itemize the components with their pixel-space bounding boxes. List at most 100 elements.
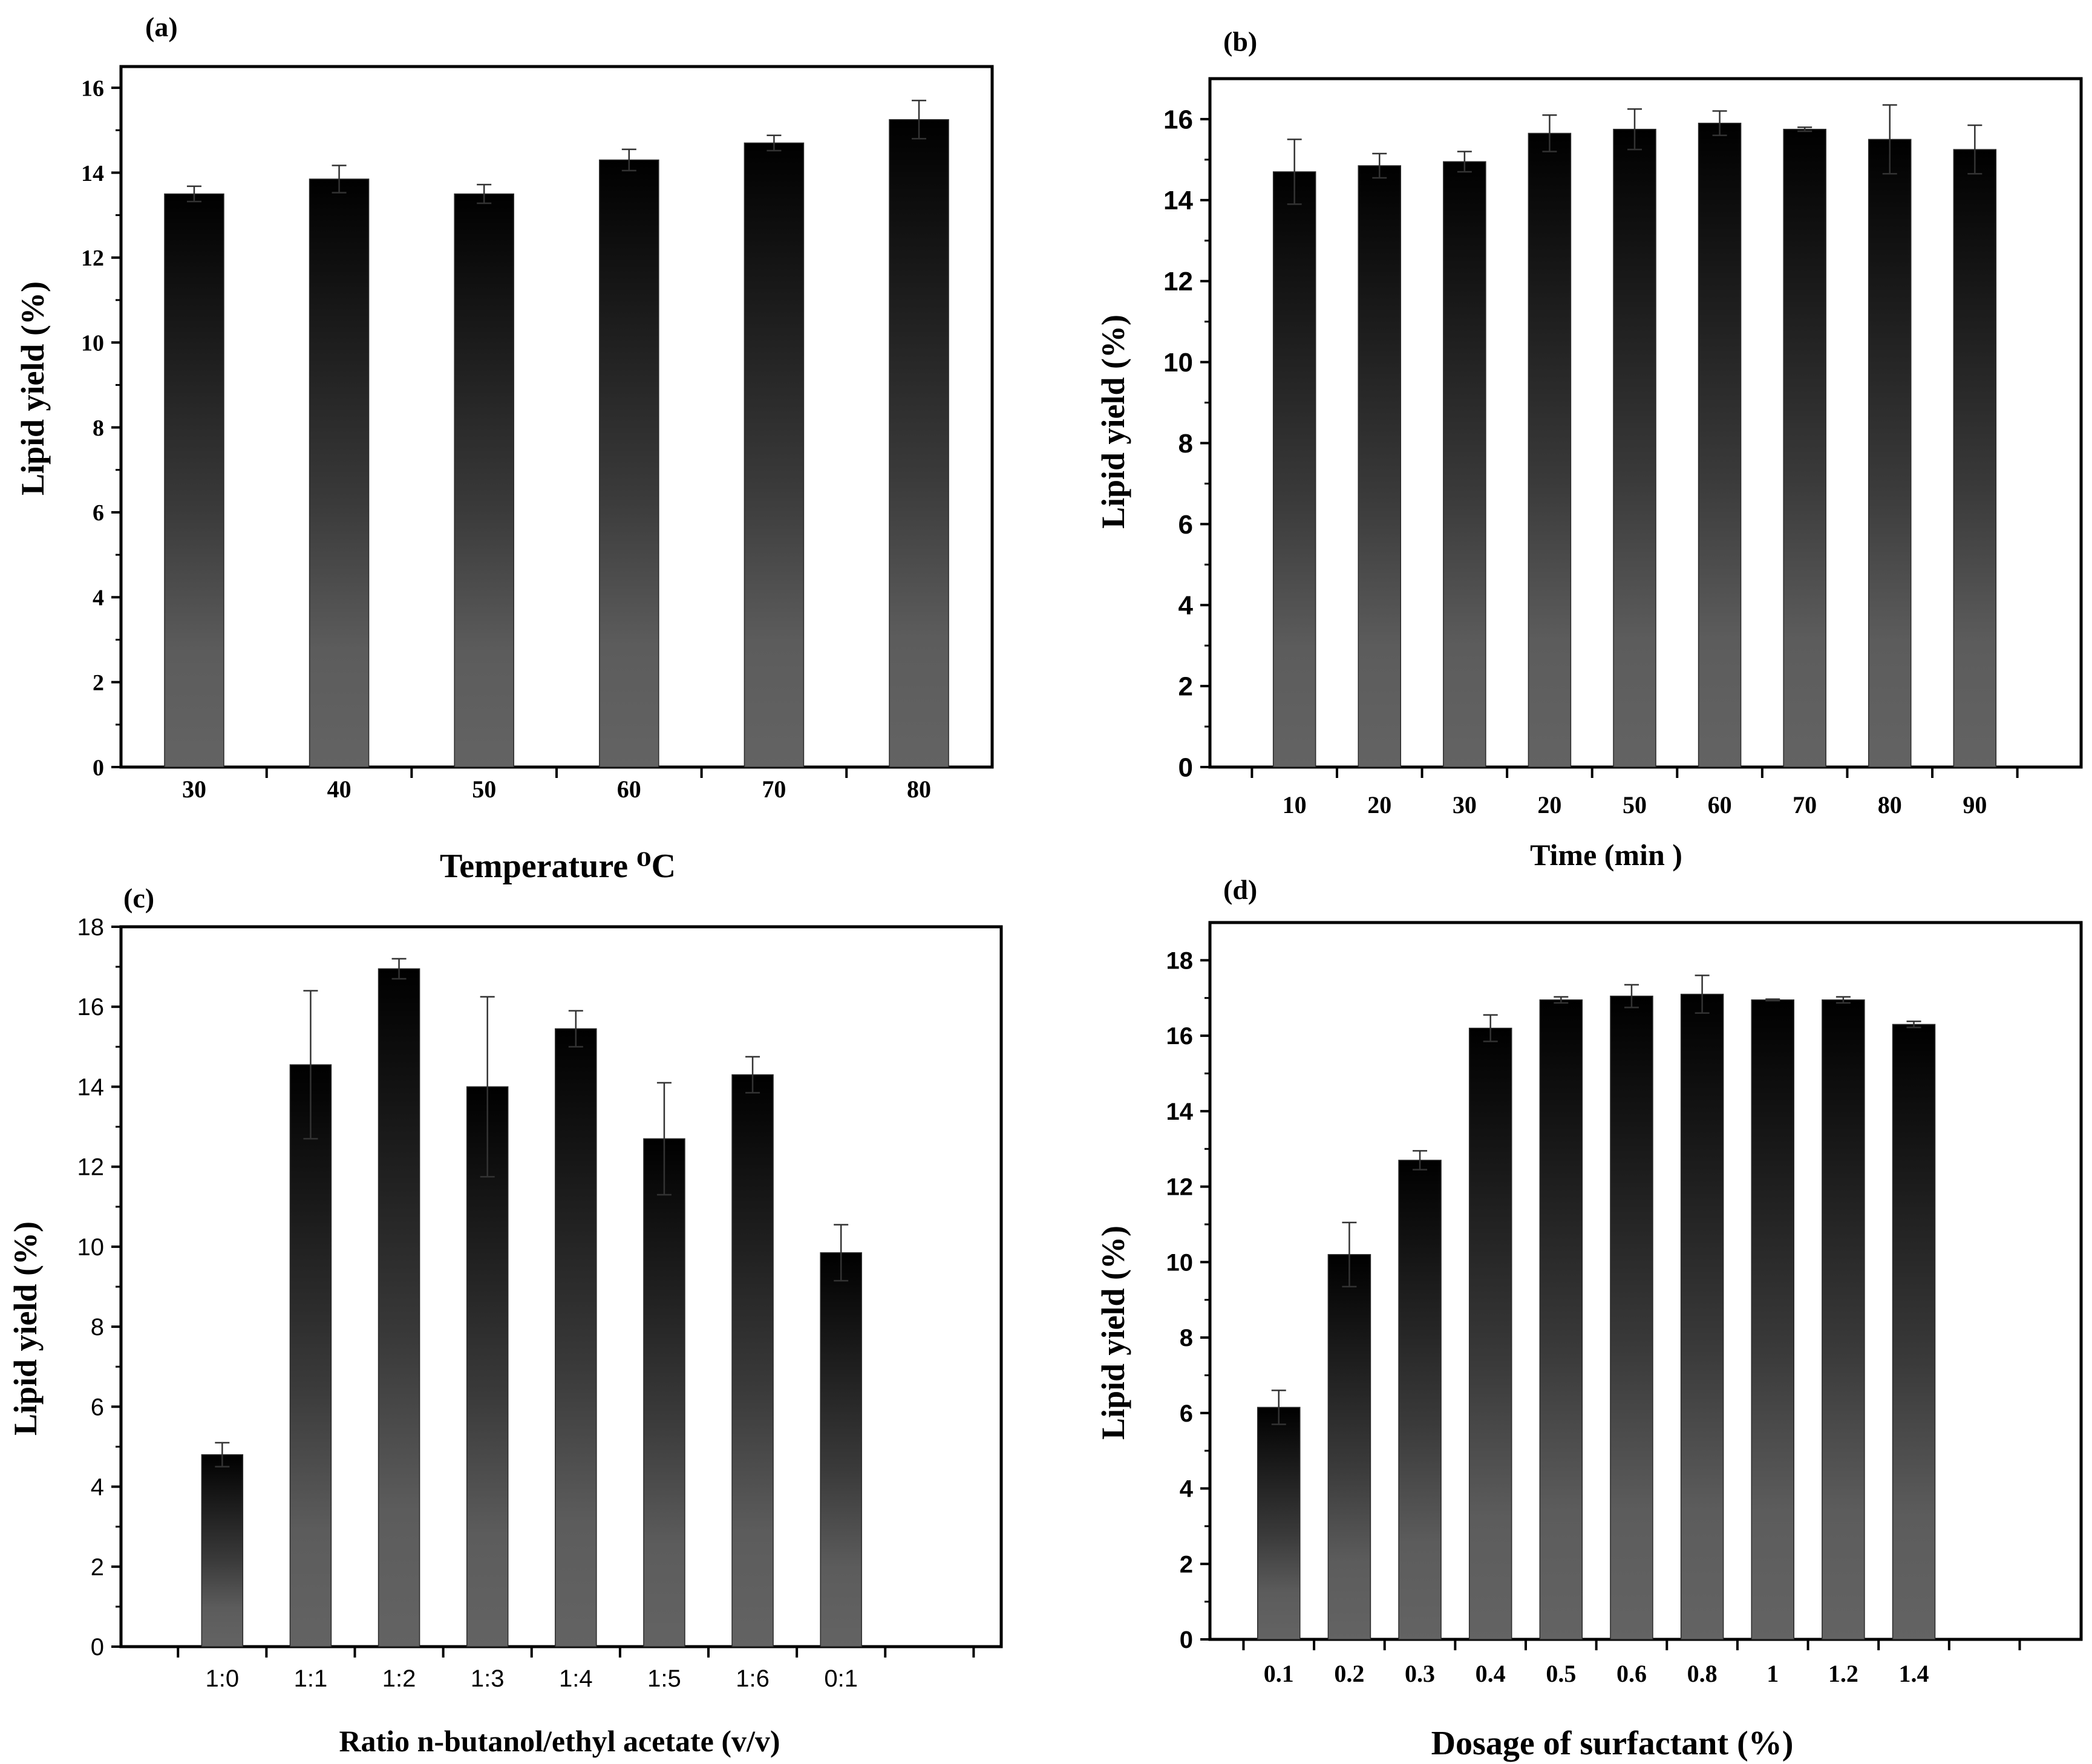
bar [1751,999,1794,1640]
bar [1272,171,1316,768]
y-axis-label: Lipid yield (%) [1095,315,1131,529]
y-tick-label: 6 [1178,510,1193,540]
x-tick-label: 60 [617,776,641,803]
y-tick-label: 16 [1166,1023,1194,1050]
panel-d: (d) Lipid yield (%) Dosage of surfactant… [1095,874,2083,1762]
y-tick-label: 8 [93,416,104,441]
x-tick-label: 1:4 [559,1665,593,1692]
y-tick-label: 4 [93,586,104,611]
x-tick-label: 80 [1878,791,1902,818]
x-axis-label: Dosage of surfactant (%) [1431,1725,1794,1762]
y-axis-label: Lipid yield (%) [15,281,51,495]
y-tick-label: 2 [1180,1551,1193,1578]
x-tick-label: 30 [1453,791,1477,818]
y-tick-label: 18 [1166,947,1194,974]
y-tick-label: 2 [91,1554,104,1581]
bar [1892,1024,1936,1640]
bar [820,1252,862,1647]
x-tick-label: 50 [1623,791,1647,818]
x-tick-label: 0:1 [824,1665,858,1692]
x-tick-label: 1:0 [206,1665,240,1692]
y-tick-label: 8 [91,1314,104,1341]
y-tick-label: 0 [1180,1627,1193,1653]
x-tick-label: 0.4 [1476,1660,1506,1687]
x-tick-label: 1:5 [647,1665,681,1692]
bar [164,193,224,768]
bar [1868,139,1912,768]
bar [1783,128,1826,768]
bar [454,193,514,768]
y-tick-label: 12 [1163,267,1193,296]
x-tick-label: 20 [1367,791,1391,818]
x-tick-label: 1:6 [736,1665,770,1692]
bar [1822,999,1865,1640]
bar [744,142,805,768]
y-tick-label: 12 [81,246,104,271]
bar [1698,122,1742,768]
plot-frame [119,65,994,769]
x-tick-label: 10 [1283,791,1307,818]
x-tick-label: 40 [327,776,351,803]
bar [555,1028,597,1647]
y-tick-label: 10 [1163,348,1193,377]
panel-c: (c) Lipid yield (%) Ratio n-butanol/ethy… [7,883,1003,1758]
bar [599,159,659,768]
y-tick-label: 12 [77,1154,105,1181]
bar [1953,149,1997,768]
y-tick-label: 4 [91,1474,104,1501]
y-tick-label: 4 [1178,591,1194,621]
y-tick-label: 4 [1180,1476,1194,1503]
x-tick-label: 1.4 [1899,1660,1929,1687]
plot-area: 0 2 4 6 8 10 12 14 16 10 20 30 20 50 60 70 80 90 [1163,77,2083,818]
y-tick-label: 14 [77,1074,105,1100]
bar [1398,1160,1442,1640]
y-tick-label: 10 [1166,1249,1194,1276]
bar [1257,1406,1301,1640]
y-tick-label: 14 [1163,186,1193,215]
y-tick-label: 12 [1166,1174,1194,1201]
x-tick-label: 0.3 [1405,1660,1435,1687]
x-tick-label: 0.8 [1687,1660,1718,1687]
bar [1358,165,1402,768]
y-tick-label: 8 [1180,1325,1193,1351]
bar [1468,1027,1512,1640]
bar [1528,132,1572,768]
panel-label: (b) [1223,26,1257,57]
panel-label: (d) [1223,874,1257,905]
x-tick-label: 80 [907,776,931,803]
panel-label: (a) [145,11,178,42]
bar [1680,993,1724,1640]
x-tick-label: 1:1 [294,1665,328,1692]
x-axis-label: Time (min ) [1530,838,1682,872]
bar [309,178,370,768]
y-tick-label: 2 [93,670,104,696]
plot-area: 0 2 4 6 8 10 12 14 16 30 40 50 60 70 80 [81,65,994,803]
bar [731,1074,774,1647]
bar [1613,128,1656,768]
x-tick-label: 0.5 [1546,1660,1576,1687]
x-tick-label: 1:3 [471,1665,505,1692]
y-tick-label: 16 [1163,105,1193,134]
x-tick-label: 1.2 [1828,1660,1858,1687]
x-tick-label: 70 [1793,791,1817,818]
panel-label: (c) [123,883,154,913]
y-tick-label: 16 [81,76,104,101]
bar [378,968,420,1647]
y-axis-label: Lipid yield (%) [1095,1226,1131,1440]
y-tick-label: 6 [1180,1400,1193,1427]
bar [1443,161,1486,768]
x-tick-label: 70 [762,776,786,803]
y-tick-label: 0 [1178,753,1193,782]
x-tick-label: 1 [1767,1660,1779,1687]
y-tick-label: 2 [1178,672,1193,702]
y-tick-label: 8 [1178,429,1193,459]
x-tick-label: 90 [1963,791,1987,818]
plot-area: 0 2 4 6 8 10 12 14 16 18 1:0 1:1 1:2 1:3 1:4 1:5 1:6 0:1 [77,914,1003,1692]
x-axis-label: Temperature ⁰C [440,848,676,885]
x-tick-label: 20 [1537,791,1561,818]
bar [889,119,949,768]
y-tick-label: 16 [77,994,105,1021]
y-tick-label: 6 [93,500,104,526]
y-tick-label: 0 [93,755,104,780]
